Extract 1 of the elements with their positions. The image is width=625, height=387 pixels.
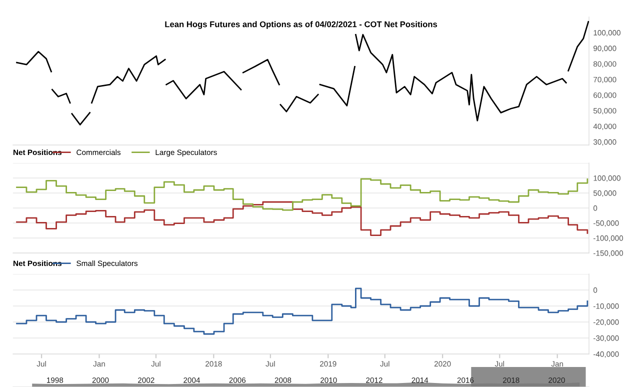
chart-title: Lean Hogs Futures and Options as of 04/02/2021 - COT Net Positions (165, 21, 438, 29)
